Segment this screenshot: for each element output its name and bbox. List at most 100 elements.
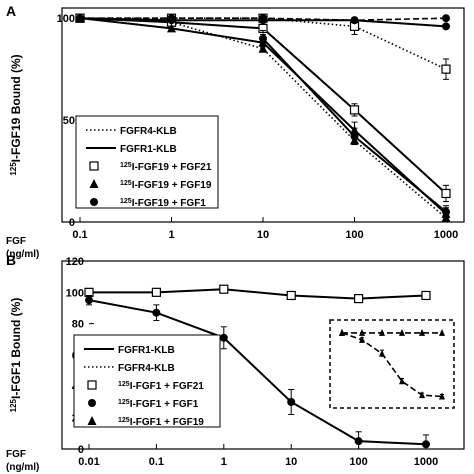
b-xtick-label-2: 1 bbox=[221, 456, 227, 468]
a-series-1-point-4 bbox=[442, 14, 450, 23]
a-legend-item-2-label: 125I-FGF19 + FGF21 bbox=[120, 162, 212, 173]
a-ytick-label-2: 100 bbox=[57, 13, 75, 25]
a-series-6-point-2 bbox=[442, 207, 450, 216]
a-ytick-label-1: 50 bbox=[63, 115, 75, 127]
b-legend-item-4-label-sup: 125 bbox=[118, 417, 130, 424]
a-legend-item-2-label-sup: 125 bbox=[120, 162, 132, 169]
b-ytick-label-5: 100 bbox=[66, 287, 84, 299]
inset-series-0-point-5 bbox=[439, 328, 445, 336]
b-series-0-point-5 bbox=[421, 290, 431, 301]
a-series-6-point-1 bbox=[350, 132, 359, 141]
a-ytick-label-0: 0 bbox=[69, 217, 75, 229]
inset-series-1-point-4 bbox=[419, 391, 425, 399]
inset-series-0-point-1 bbox=[359, 328, 365, 336]
panel-a-ylabel: 125I-FGF19 Bound (%) bbox=[9, 54, 23, 175]
a-xtick-label-0: 0.1 bbox=[72, 229, 87, 241]
a-series-5-point-1 bbox=[167, 23, 176, 33]
b-series-1 bbox=[85, 294, 430, 449]
b-series-0-point-1 bbox=[151, 287, 161, 297]
a-legend-item-4-label: 125I-FGF19 + FGF1 bbox=[120, 198, 206, 209]
panel-b-frame bbox=[61, 260, 465, 450]
b-series-0-point-4 bbox=[354, 294, 364, 304]
panel-b-xlabel-line1: FGF bbox=[6, 449, 26, 460]
b-series-1-point-5 bbox=[422, 440, 430, 449]
b-series-0 bbox=[84, 284, 431, 304]
panel-a-label: A bbox=[6, 3, 16, 19]
panel-a: A 125I-FGF19 Bound (%) FGF (ng/ml) 0.1 1 1… bbox=[6, 3, 465, 260]
b-legend-item-2-label-main: I-FGF1 + FGF21 bbox=[130, 381, 205, 392]
panel-a-xlabel-line1: FGF bbox=[6, 236, 26, 247]
b-legend-item-3-label: 125I-FGF1 + FGF1 bbox=[118, 399, 199, 410]
panel-b-ylabel-main: I-FGF1 Bound (%) bbox=[9, 298, 23, 399]
inset-series-1-point-3 bbox=[399, 377, 405, 385]
inset-series-0 bbox=[339, 328, 445, 336]
a-xtick-label-1: 1 bbox=[168, 229, 174, 241]
panel-b-legend-box bbox=[73, 334, 221, 428]
inset-series-0-point-3 bbox=[399, 328, 405, 336]
a-legend-item-2-symbol bbox=[89, 161, 99, 171]
b-legend-item-4-label: 125I-FGF1 + FGF19 bbox=[118, 417, 204, 428]
inset-series-0-point-4 bbox=[419, 328, 425, 336]
panel-a-ylabel-sup: 125 bbox=[9, 162, 18, 176]
inset-series-1-point-0 bbox=[339, 328, 345, 336]
a-legend-item-0-label: FGFR4-KLB bbox=[120, 126, 177, 137]
svg-text:125I-FGF1 Bound (%): 125I-FGF1 Bound (%) bbox=[9, 298, 23, 413]
panel-a-ticks: 0.1 1 10 100 1000 0 50 100 bbox=[57, 13, 459, 241]
b-ytick-label-6: 120 bbox=[66, 256, 84, 268]
b-series-1-point-0 bbox=[85, 296, 93, 305]
b-series-1-point-1 bbox=[152, 308, 161, 317]
inset-series-1 bbox=[339, 328, 445, 400]
b-ytick-label-4: 80 bbox=[72, 319, 84, 331]
a-series-3-point-4 bbox=[441, 188, 451, 199]
b-legend-item-2-label-sup: 125 bbox=[118, 381, 130, 388]
a-legend-item-4-label-main: I-FGF19 + FGF1 bbox=[132, 198, 207, 209]
panel-a-series bbox=[75, 13, 451, 222]
inset-series-1-point-5 bbox=[439, 392, 445, 400]
a-legend-item-2-label-main: I-FGF19 + FGF21 bbox=[132, 162, 212, 173]
a-series-6 bbox=[259, 29, 450, 219]
a-series-0-point-4 bbox=[441, 64, 451, 74]
a-legend-item-3-label-sup: 125 bbox=[120, 180, 132, 187]
b-series-1-point-3 bbox=[287, 398, 296, 406]
panel-b-ylabel-sup: 125 bbox=[9, 398, 18, 412]
b-xtick-label-1: 0.1 bbox=[149, 456, 164, 468]
a-xtick-label-4: 1000 bbox=[434, 229, 458, 241]
b-xtick-label-5: 1000 bbox=[414, 456, 438, 468]
inset-series-1-point-2 bbox=[379, 349, 385, 357]
panel-a-legend-box bbox=[75, 115, 219, 209]
b-series-1-point-4 bbox=[354, 437, 363, 446]
inset-series-0-point-2 bbox=[379, 328, 385, 336]
panel-a-xlabel-line2: (ng/ml) bbox=[6, 249, 39, 260]
a-series-6-point-0 bbox=[259, 34, 267, 43]
a-xtick-label-3: 100 bbox=[345, 229, 363, 241]
panel-b-xlabel-line2: (ng/ml) bbox=[6, 462, 39, 473]
a-series-4 bbox=[76, 14, 450, 31]
a-legend-item-3-symbol bbox=[89, 179, 99, 188]
panel-b-ylabel: 125I-FGF1 Bound (%) bbox=[9, 298, 23, 413]
b-xtick-label-4: 100 bbox=[349, 456, 367, 468]
a-xtick-label-2: 10 bbox=[257, 229, 269, 241]
b-legend-item-4-label-main: I-FGF1 + FGF19 bbox=[130, 417, 205, 428]
panel-b: B 125I-FGF1 Bound (%) FGF (ng/ml) 0.01 0.… bbox=[6, 252, 465, 473]
b-legend-item-2-symbol bbox=[87, 380, 97, 390]
a-legend-item-4-label-sup: 125 bbox=[120, 198, 132, 205]
panel-b-inset bbox=[329, 319, 455, 409]
b-xtick-label-0: 0.01 bbox=[78, 456, 99, 468]
b-series-0-point-2 bbox=[219, 284, 229, 294]
b-legend-item-3-label-main: I-FGF1 + FGF1 bbox=[130, 399, 199, 410]
a-series-4-point-2 bbox=[259, 16, 267, 25]
panel-a-ylabel-main: I-FGF19 Bound (%) bbox=[9, 54, 23, 162]
a-legend-item-3-label: 125I-FGF19 + FGF19 bbox=[120, 180, 212, 191]
a-series-4-point-4 bbox=[442, 22, 450, 31]
a-series-4-point-3 bbox=[350, 16, 359, 25]
b-legend-item-1-label: FGFR4-KLB bbox=[118, 363, 175, 374]
inset-series-1-point-1 bbox=[359, 335, 365, 343]
b-legend-item-3-label-sup: 125 bbox=[118, 399, 130, 406]
a-series-3-point-3 bbox=[349, 105, 360, 115]
b-series-1-line bbox=[88, 299, 427, 446]
b-series-0-point-3 bbox=[286, 290, 296, 301]
panel-b-label: B bbox=[6, 252, 16, 268]
b-series-1-point-2 bbox=[219, 333, 228, 342]
